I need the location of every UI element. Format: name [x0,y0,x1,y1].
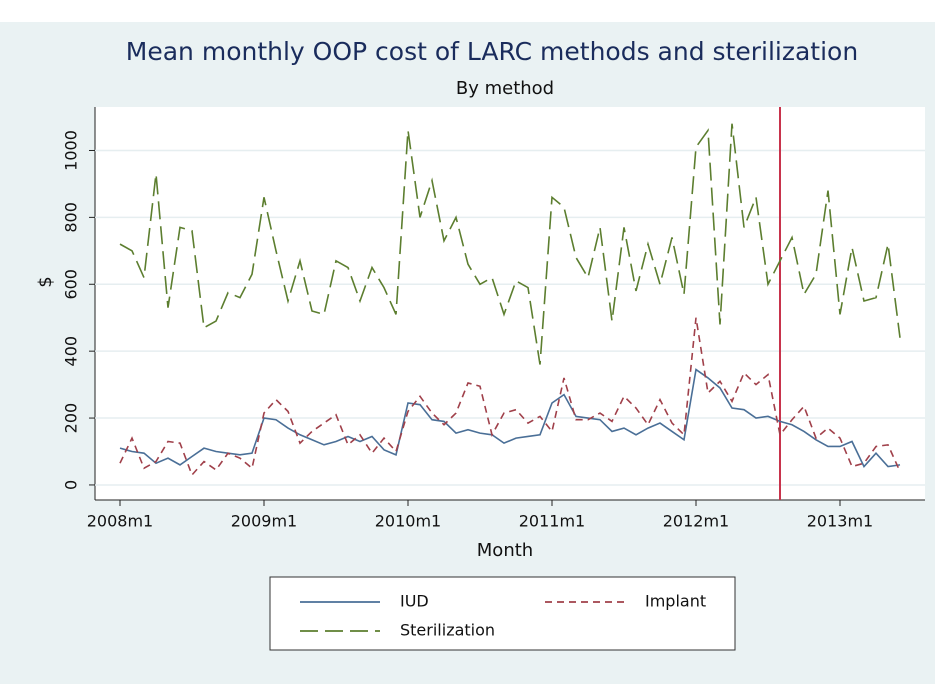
y-tick-label: 800 [62,202,81,233]
legend-label: Implant [645,592,706,611]
x-tick-label: 2011m1 [519,512,585,531]
plot-area [95,107,925,500]
y-tick-label: 0 [62,480,81,490]
chart-subtitle: By method [456,78,554,99]
y-tick-label: 200 [62,403,81,434]
legend-label: Sterilization [400,621,495,640]
y-axis-label: $ [35,276,56,287]
y-tick-label: 400 [62,336,81,367]
series-line [119,368,901,468]
series-line [119,317,901,477]
x-axis-label: Month [477,540,533,561]
x-tick-label: 2012m1 [663,512,729,531]
x-tick-label: 2009m1 [231,512,297,531]
x-tick-label: 2008m1 [87,512,153,531]
chart-title: Mean monthly OOP cost of LARC methods an… [126,37,858,66]
series-line [119,123,901,365]
x-tick-label: 2010m1 [375,512,441,531]
y-tick-label: 600 [62,269,81,300]
x-tick-label: 2013m1 [807,512,873,531]
legend-label: IUD [400,592,429,611]
y-tick-label: 1000 [62,130,81,171]
legend [269,576,736,651]
